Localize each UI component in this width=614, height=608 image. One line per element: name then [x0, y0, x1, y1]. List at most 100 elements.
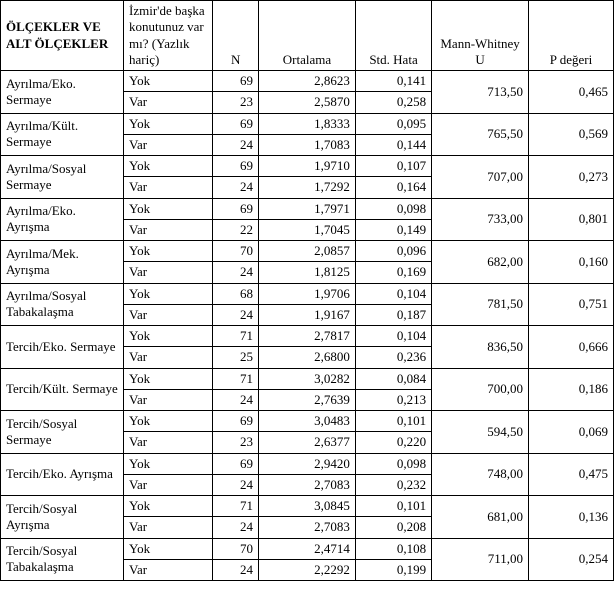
group-cell: Var: [124, 304, 213, 325]
col-header-scale: ÖLÇEKLER VE ALT ÖLÇEKLER: [1, 1, 124, 71]
se-cell: 0,258: [355, 92, 431, 113]
p-cell: 0,666: [529, 326, 614, 369]
mean-cell: 3,0845: [259, 496, 356, 517]
se-cell: 0,236: [355, 347, 431, 368]
statistics-table: ÖLÇEKLER VE ALT ÖLÇEKLER İzmir'de başka …: [0, 0, 614, 581]
se-cell: 0,104: [355, 283, 431, 304]
col-header-mean: Ortalama: [259, 1, 356, 71]
group-cell: Yok: [124, 368, 213, 389]
se-cell: 0,187: [355, 304, 431, 325]
mean-cell: 2,9420: [259, 453, 356, 474]
mean-cell: 2,2292: [259, 559, 356, 580]
group-cell: Yok: [124, 283, 213, 304]
mean-cell: 2,7817: [259, 326, 356, 347]
p-cell: 0,186: [529, 368, 614, 411]
u-cell: 700,00: [432, 368, 529, 411]
n-cell: 70: [213, 241, 259, 262]
u-cell: 713,50: [432, 71, 529, 114]
n-cell: 68: [213, 283, 259, 304]
u-cell: 711,00: [432, 538, 529, 581]
se-cell: 0,095: [355, 113, 431, 134]
table-row: Ayrılma/Sosyal SermayeYok691,97100,10770…: [1, 156, 614, 177]
u-cell: 682,00: [432, 241, 529, 284]
col-header-n: N: [213, 1, 259, 71]
table-row: Ayrılma/Eko. SermayeYok692,86230,141713,…: [1, 71, 614, 92]
u-cell: 748,00: [432, 453, 529, 496]
group-cell: Yok: [124, 71, 213, 92]
se-cell: 0,199: [355, 559, 431, 580]
mean-cell: 2,4714: [259, 538, 356, 559]
group-cell: Var: [124, 177, 213, 198]
p-cell: 0,069: [529, 411, 614, 454]
col-header-u: Mann-Whitney U: [432, 1, 529, 71]
n-cell: 70: [213, 538, 259, 559]
mean-cell: 2,0857: [259, 241, 356, 262]
scale-cell: Tercih/Eko. Ayrışma: [1, 453, 124, 496]
mean-cell: 1,9710: [259, 156, 356, 177]
n-cell: 24: [213, 474, 259, 495]
col-header-group: İzmir'de başka konutunuz var mı? (Yazlık…: [124, 1, 213, 71]
mean-cell: 2,7083: [259, 517, 356, 538]
n-cell: 24: [213, 262, 259, 283]
u-cell: 681,00: [432, 496, 529, 539]
scale-cell: Tercih/Sosyal Tabakalaşma: [1, 538, 124, 581]
table-row: Ayrılma/Sosyal TabakalaşmaYok681,97060,1…: [1, 283, 614, 304]
n-cell: 24: [213, 517, 259, 538]
group-cell: Yok: [124, 198, 213, 219]
table-row: Ayrılma/Eko. AyrışmaYok691,79710,098733,…: [1, 198, 614, 219]
u-cell: 594,50: [432, 411, 529, 454]
table-row: Tercih/Sosyal AyrışmaYok713,08450,101681…: [1, 496, 614, 517]
group-cell: Var: [124, 219, 213, 240]
se-cell: 0,169: [355, 262, 431, 283]
mean-cell: 3,0483: [259, 411, 356, 432]
table-row: Ayrılma/Kült. SermayeYok691,83330,095765…: [1, 113, 614, 134]
mean-cell: 2,7639: [259, 389, 356, 410]
scale-cell: Tercih/Sosyal Sermaye: [1, 411, 124, 454]
scale-cell: Ayrılma/Mek. Ayrışma: [1, 241, 124, 284]
n-cell: 24: [213, 389, 259, 410]
u-cell: 733,00: [432, 198, 529, 241]
n-cell: 23: [213, 92, 259, 113]
n-cell: 71: [213, 326, 259, 347]
se-cell: 0,220: [355, 432, 431, 453]
se-cell: 0,084: [355, 368, 431, 389]
scale-cell: Ayrılma/Sosyal Sermaye: [1, 156, 124, 199]
n-cell: 24: [213, 559, 259, 580]
n-cell: 69: [213, 453, 259, 474]
scale-cell: Ayrılma/Kült. Sermaye: [1, 113, 124, 156]
se-cell: 0,149: [355, 219, 431, 240]
mean-cell: 2,8623: [259, 71, 356, 92]
n-cell: 24: [213, 304, 259, 325]
col-header-p: P değeri: [529, 1, 614, 71]
table-row: Tercih/Eko. SermayeYok712,78170,104836,5…: [1, 326, 614, 347]
group-cell: Yok: [124, 411, 213, 432]
se-cell: 0,101: [355, 411, 431, 432]
group-cell: Var: [124, 517, 213, 538]
n-cell: 69: [213, 198, 259, 219]
n-cell: 25: [213, 347, 259, 368]
table-header-row: ÖLÇEKLER VE ALT ÖLÇEKLER İzmir'de başka …: [1, 1, 614, 71]
mean-cell: 1,7045: [259, 219, 356, 240]
group-cell: Var: [124, 559, 213, 580]
group-cell: Yok: [124, 326, 213, 347]
group-cell: Var: [124, 134, 213, 155]
group-cell: Var: [124, 347, 213, 368]
n-cell: 69: [213, 411, 259, 432]
u-cell: 765,50: [432, 113, 529, 156]
scale-cell: Ayrılma/Sosyal Tabakalaşma: [1, 283, 124, 326]
group-cell: Var: [124, 474, 213, 495]
n-cell: 71: [213, 496, 259, 517]
table-row: Tercih/Sosyal TabakalaşmaYok702,47140,10…: [1, 538, 614, 559]
u-cell: 836,50: [432, 326, 529, 369]
mean-cell: 1,8333: [259, 113, 356, 134]
scale-cell: Tercih/Kült. Sermaye: [1, 368, 124, 411]
mean-cell: 2,5870: [259, 92, 356, 113]
se-cell: 0,104: [355, 326, 431, 347]
p-cell: 0,160: [529, 241, 614, 284]
group-cell: Yok: [124, 538, 213, 559]
scale-cell: Ayrılma/Eko. Sermaye: [1, 71, 124, 114]
mean-cell: 1,7971: [259, 198, 356, 219]
p-cell: 0,751: [529, 283, 614, 326]
se-cell: 0,108: [355, 538, 431, 559]
group-cell: Yok: [124, 113, 213, 134]
